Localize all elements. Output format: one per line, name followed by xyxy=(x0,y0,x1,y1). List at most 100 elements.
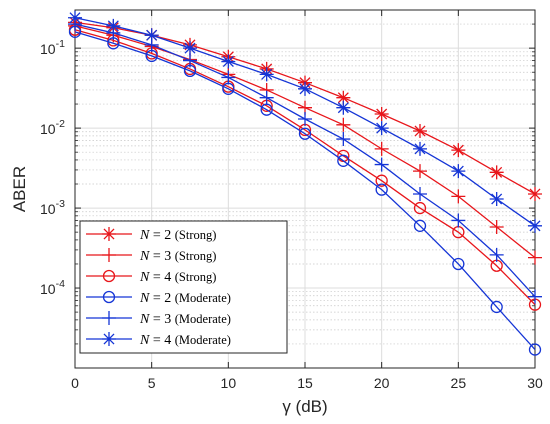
legend-entry: N = 2 (Moderate) xyxy=(86,290,231,306)
legend-value: = 3 xyxy=(149,249,174,264)
x-tick-label: 15 xyxy=(297,375,313,391)
legend-label: N = 4 (Strong) xyxy=(139,270,216,285)
legend-entry: N = 3 (Moderate) xyxy=(86,311,231,327)
legend-entry: N = 4 (Moderate) xyxy=(86,332,231,348)
data-point xyxy=(413,124,427,139)
data-point xyxy=(336,117,351,132)
y-tick-exponent: -4 xyxy=(56,278,65,290)
data-point xyxy=(374,141,389,156)
data-point xyxy=(374,107,389,122)
series-layer xyxy=(68,10,542,356)
legend-variable: N xyxy=(139,270,150,285)
data-point xyxy=(106,18,121,33)
data-point xyxy=(413,164,427,179)
data-point xyxy=(489,247,504,262)
x-tick-label: 5 xyxy=(148,375,156,391)
data-point xyxy=(528,343,542,356)
data-point xyxy=(298,112,312,127)
data-point xyxy=(375,174,388,187)
data-point xyxy=(528,218,542,233)
y-tick-base: 10 xyxy=(40,281,56,297)
y-tick-base: 10 xyxy=(40,41,56,57)
data-point xyxy=(413,186,427,201)
legend-marker xyxy=(102,269,116,283)
legend-condition: (Strong) xyxy=(175,270,217,284)
data-point xyxy=(298,127,312,140)
x-tick-label: 25 xyxy=(451,375,467,391)
x-tick-labels: 0 5 10 15 20 25 30 xyxy=(71,375,543,391)
legend-entry: N = 4 (Strong) xyxy=(86,269,216,285)
legend-condition: (Moderate) xyxy=(175,333,231,347)
legend-box xyxy=(79,220,288,354)
legend-entry: N = 2 (Strong) xyxy=(86,227,216,243)
y-tick-base: 10 xyxy=(40,121,56,137)
legend-condition: (Moderate) xyxy=(175,291,231,305)
legend-variable: N xyxy=(139,291,150,306)
legend-value: = 4 xyxy=(149,270,174,285)
legend-marker xyxy=(102,311,116,325)
legend-value: = 3 xyxy=(149,312,174,327)
legend-variable: N xyxy=(139,228,150,243)
data-point xyxy=(413,219,427,232)
data-point xyxy=(451,189,466,204)
x-tick-label: 20 xyxy=(374,375,390,391)
data-point xyxy=(337,154,350,167)
data-point xyxy=(490,300,503,314)
y-tick-label: 10-3 xyxy=(40,198,65,217)
legend-label: N = 3 (Strong) xyxy=(139,249,216,264)
data-point xyxy=(489,191,504,206)
y-tick-label: 10-1 xyxy=(40,38,65,57)
legend-value: = 2 xyxy=(149,291,174,306)
data-point xyxy=(528,186,542,201)
data-point xyxy=(336,90,351,105)
legend-entry: N = 3 (Strong) xyxy=(86,248,216,264)
series-line xyxy=(74,31,536,351)
data-point xyxy=(259,90,274,105)
x-tick-label: 10 xyxy=(221,375,237,391)
legend-value: = 4 xyxy=(149,333,174,348)
legend: N = 2 (Strong)N = 3 (Strong)N = 4 (Stron… xyxy=(79,220,288,354)
data-point xyxy=(374,157,389,172)
data-point xyxy=(489,165,504,180)
y-tick-exponent: -2 xyxy=(56,118,65,130)
legend-label: N = 2 (Strong) xyxy=(139,228,216,243)
y-tick-exponent: -3 xyxy=(56,198,65,210)
legend-marker xyxy=(102,290,116,304)
y-tick-label: 10-4 xyxy=(40,278,65,297)
legend-label: N = 4 (Moderate) xyxy=(139,333,231,348)
legend-condition: (Moderate) xyxy=(175,312,231,326)
legend-variable: N xyxy=(139,249,150,264)
data-point xyxy=(413,201,427,215)
data-point xyxy=(336,132,351,147)
data-point xyxy=(298,81,312,96)
data-point xyxy=(452,257,465,271)
y-tick-labels: 10-410-310-210-1 xyxy=(40,38,65,297)
data-point xyxy=(183,53,197,68)
legend-value: = 2 xyxy=(149,228,174,243)
x-tick-label: 0 xyxy=(71,375,79,391)
data-point xyxy=(374,121,389,136)
x-axis-label: γ (dB) xyxy=(282,397,327,416)
series-6 xyxy=(68,10,542,233)
legend-marker xyxy=(102,227,116,241)
legend-label: N = 3 (Moderate) xyxy=(139,312,231,327)
y-tick-exponent: -1 xyxy=(56,38,65,50)
legend-marker xyxy=(102,332,116,346)
data-point xyxy=(451,164,466,179)
legend-label: N = 2 (Moderate) xyxy=(139,291,231,306)
x-tick-label: 30 xyxy=(527,375,543,391)
legend-variable: N xyxy=(139,312,150,327)
legend-variable: N xyxy=(139,333,150,348)
series-line xyxy=(74,29,536,306)
legend-condition: (Strong) xyxy=(175,228,217,242)
data-point xyxy=(413,141,427,156)
data-point xyxy=(336,100,351,115)
data-point xyxy=(221,54,236,69)
data-point xyxy=(451,143,466,158)
data-point xyxy=(489,219,504,234)
data-point xyxy=(528,289,542,304)
data-point xyxy=(183,41,197,56)
data-point xyxy=(259,67,274,82)
data-point xyxy=(528,250,542,265)
